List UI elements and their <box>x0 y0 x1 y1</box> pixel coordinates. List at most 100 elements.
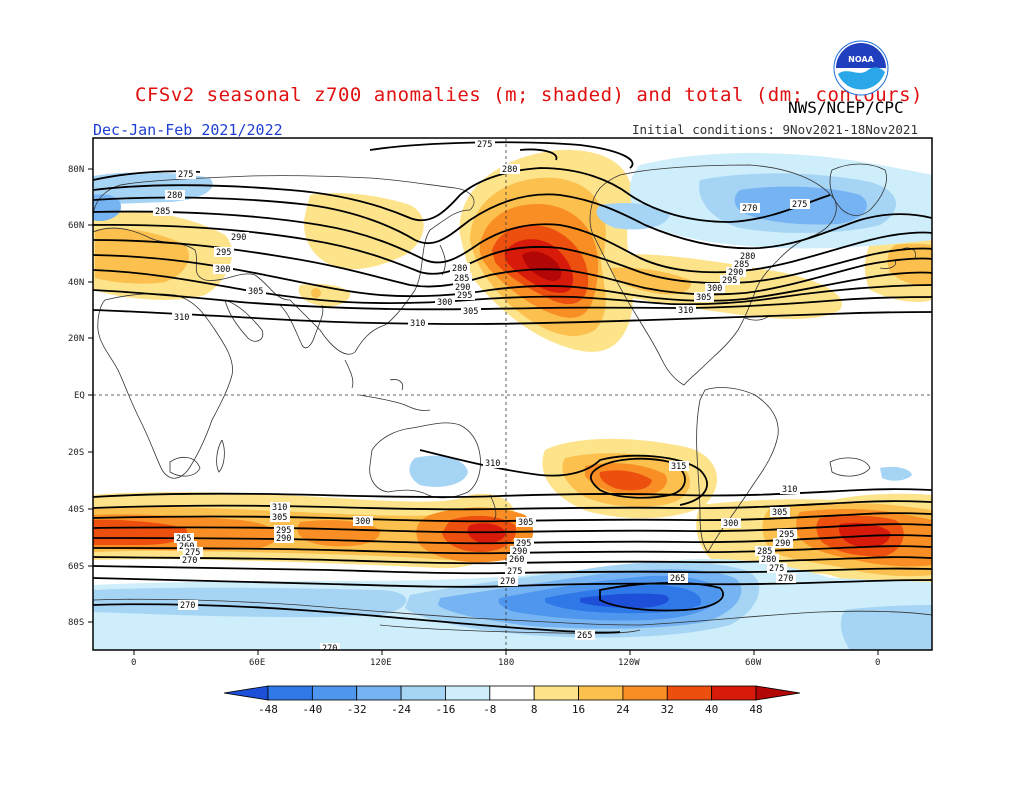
latitude-axis: 80N 60N 40N 20N EQ 20S 40S 60S 80S <box>68 165 93 628</box>
colorbar-box <box>356 685 402 701</box>
contour-label: 285 <box>734 260 749 270</box>
contour-label: 290 <box>455 283 470 293</box>
colorbar-tick-label: 16 <box>572 703 585 716</box>
lon-label: 0 <box>131 658 136 668</box>
colorbar-box <box>533 685 579 701</box>
lat-label: 20S <box>68 448 84 458</box>
contour-label: 295 <box>457 291 472 301</box>
lat-label: 80N <box>68 165 84 175</box>
contour-label: 290 <box>728 268 743 278</box>
contour-label: 305 <box>696 293 711 303</box>
contour-label: 300 <box>723 519 738 529</box>
noaa-logo-text: NOAA <box>848 55 874 64</box>
lon-label: 180 <box>498 658 514 668</box>
colorbar-box <box>400 685 446 701</box>
colorbar-box <box>267 685 313 701</box>
colorbar-tick-label: 40 <box>705 703 718 716</box>
lat-label: 40S <box>68 505 84 515</box>
contour-label: 290 <box>231 233 246 243</box>
contour-label: 285 <box>757 547 772 557</box>
colorbar-tick-label: -24 <box>391 703 411 716</box>
contour-label: 265 <box>670 574 685 584</box>
contour-label: 290 <box>512 547 527 557</box>
contour-label: 260 <box>509 555 524 565</box>
colorbar-tick-label: -8 <box>483 703 496 716</box>
contour-label: 305 <box>272 513 287 523</box>
colorbar-box <box>578 685 624 701</box>
lon-label: 0 <box>875 658 880 668</box>
colorbar-box <box>666 685 713 701</box>
contour-label: 280 <box>167 191 182 201</box>
contour-label: 285 <box>454 274 469 284</box>
colorbar-tick-label: -32 <box>347 703 367 716</box>
colorbar-box <box>711 685 757 701</box>
contour-label: 275 <box>185 548 200 558</box>
colorbar: -48 -40 -32 -24 -16 -8 8 16 24 32 40 48 <box>223 685 801 716</box>
contour-label: 280 <box>502 165 517 175</box>
lon-label: 60E <box>249 658 265 668</box>
lat-label: 60S <box>68 562 84 572</box>
contour-label: 270 <box>500 577 515 587</box>
lat-label: 80S <box>68 618 84 628</box>
contour-label: 295 <box>722 276 737 286</box>
contour-label: 280 <box>452 264 467 274</box>
colorbar-box <box>311 685 358 701</box>
contour-label: 270 <box>778 574 793 584</box>
contour-label: 310 <box>272 503 287 513</box>
initial-conditions-label: Initial conditions: 9Nov2021-18Nov2021 <box>632 122 918 137</box>
contour-label: 300 <box>215 265 230 275</box>
colorbar-tick-label: 32 <box>661 703 674 716</box>
contour-label: 295 <box>779 530 794 540</box>
map-border <box>92 137 933 651</box>
contour-label: 280 <box>761 555 776 565</box>
contour-label: 305 <box>518 518 533 528</box>
contour-label: 295 <box>516 539 531 549</box>
contour-label: 305 <box>463 307 478 317</box>
contour-label: 315 <box>671 462 686 472</box>
lon-label: 60W <box>745 658 762 668</box>
figure-title: CFSv2 seasonal z700 anomalies (m; shaded… <box>135 84 923 106</box>
contour-label: 300 <box>437 298 452 308</box>
colorbar-box <box>622 685 668 701</box>
colorbar-box <box>445 685 491 701</box>
contour-label: 310 <box>485 459 500 469</box>
season-label: Dec-Jan-Feb 2021/2022 <box>93 121 283 139</box>
contour-label: 310 <box>410 319 425 329</box>
agency-label: NWS/NCEP/CPC <box>788 98 904 117</box>
lat-label: EQ <box>74 391 85 401</box>
lon-label: 120E <box>370 658 392 668</box>
contour-label: 270 <box>322 644 337 654</box>
contour-label: 305 <box>772 508 787 518</box>
contour-label: 305 <box>248 287 263 297</box>
contour-label: 270 <box>742 204 757 214</box>
lon-label: 120W <box>618 658 640 668</box>
lat-label: 20N <box>68 334 84 344</box>
colorbar-box <box>489 685 535 701</box>
contour-label: 300 <box>707 284 722 294</box>
contour-label: 265 <box>176 534 191 544</box>
contour-label: 275 <box>769 564 784 574</box>
contour-label: 295 <box>276 526 291 536</box>
contour-label: 275 <box>792 200 807 210</box>
colorbar-tick-label: 48 <box>749 703 762 716</box>
contour-label: 275 <box>477 140 492 150</box>
colorbar-tick-label: 8 <box>531 703 538 716</box>
contour-label: 280 <box>740 252 755 262</box>
longitude-axis: 0 60E 120E 180 120W 60W 0 <box>131 650 880 668</box>
contour-label: 270 <box>182 556 197 566</box>
contour-label: 295 <box>216 248 231 258</box>
contour-label: 310 <box>174 313 189 323</box>
colorbar-arrow-low <box>223 685 269 701</box>
colorbar-arrow-high <box>755 685 801 701</box>
contour-labels: 275 280 275 280 285 290 295 300 305 310 … <box>153 139 810 654</box>
colorbar-tick-label: -16 <box>436 703 456 716</box>
contour-label: 290 <box>276 534 291 544</box>
contour-label: 275 <box>507 567 522 577</box>
contour-label: 265 <box>577 631 592 641</box>
contour-label: 285 <box>155 207 170 217</box>
lat-label: 40N <box>68 278 84 288</box>
contour-label: 310 <box>782 485 797 495</box>
lat-label: 60N <box>68 221 84 231</box>
colorbar-tick-label: -40 <box>302 703 322 716</box>
noaa-logo-icon: NOAA <box>833 40 889 96</box>
